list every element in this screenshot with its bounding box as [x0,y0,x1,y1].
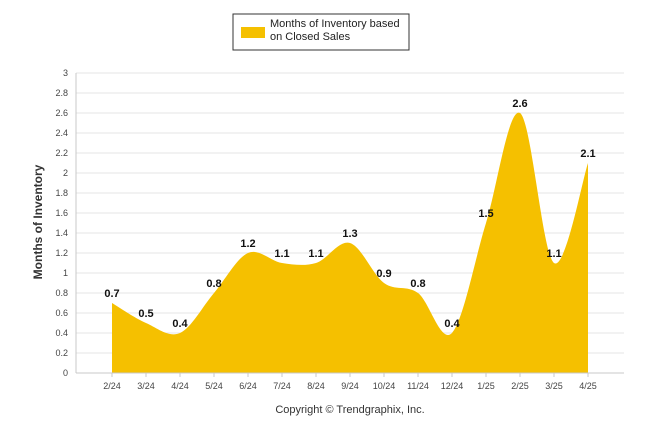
data-label: 1.5 [478,208,493,220]
data-label: 2.6 [512,98,527,110]
axes [75,73,624,377]
data-label: 0.9 [376,268,391,280]
x-tick-label: 4/24 [171,381,189,391]
y-tick-label: 0.6 [55,308,68,318]
x-tick-labels: 2/24 3/24 4/24 5/24 6/24 7/24 8/24 9/24 10/24 11/… [103,381,597,391]
x-tick-label: 2/24 [103,381,121,391]
y-tick-label: 3 [63,68,68,78]
x-tick-label: 11/24 [407,381,429,391]
y-tick-label: 2.6 [55,108,68,118]
y-tick-label: 1.4 [55,228,68,238]
x-tick-label: 10/24 [373,381,396,391]
y-tick-label: 1.6 [55,208,68,218]
data-label: 1.1 [274,248,289,260]
data-label: 2.1 [580,148,595,160]
data-label: 0.5 [138,308,153,320]
y-tick-label: 0.2 [55,348,68,358]
legend-label-line2: on Closed Sales [270,31,351,43]
data-label: 0.4 [172,318,188,330]
x-tick-label: 8/24 [307,381,325,391]
data-labels: 0.7 0.5 0.4 0.8 1.2 1.1 1.1 1.3 0.9 0.8 0.4 1.5 2.6 1… [104,98,595,330]
x-tick-label: 4/25 [579,381,597,391]
x-tick-label: 12/24 [441,381,464,391]
x-tick-label: 3/25 [545,381,563,391]
x-tick-label: 1/25 [477,381,495,391]
x-tick-label: 3/24 [137,381,155,391]
y-tick-labels: 0 0.2 0.4 0.6 0.8 1 1.2 1.4 1.6 1.8 2 2.2 2.4 2.6 2.8 3 [55,68,68,378]
data-label: 0.7 [104,288,119,300]
area-series [112,112,588,373]
copyright-text: Copyright © Trendgraphix, Inc. [275,404,424,416]
y-tick-label: 2.8 [55,88,68,98]
y-tick-label: 1 [63,268,68,278]
data-label: 1.2 [240,238,255,250]
y-tick-label: 2.2 [55,148,68,158]
y-tick-label: 2.4 [55,128,68,138]
data-label: 0.8 [410,278,425,290]
x-tick-label: 2/25 [511,381,529,391]
x-tick-label: 9/24 [341,381,359,391]
data-label: 1.1 [308,248,323,260]
x-tick-label: 5/24 [205,381,223,391]
y-tick-label: 0.4 [55,328,68,338]
data-label: 1.3 [342,228,357,240]
y-tick-label: 0.8 [55,288,68,298]
data-label: 0.4 [444,318,460,330]
legend-label-line1: Months of Inventory based [270,18,400,30]
y-axis-title: Months of Inventory [31,164,45,279]
y-tick-label: 1.2 [55,248,68,258]
x-tick-label: 6/24 [239,381,257,391]
legend: Months of Inventory based on Closed Sale… [232,13,410,51]
legend-swatch [241,27,265,38]
y-tick-label: 1.8 [55,188,68,198]
data-label: 1.1 [546,248,561,260]
x-tick-label: 7/24 [273,381,291,391]
y-tick-label: 2 [63,168,68,178]
data-label: 0.8 [206,278,221,290]
area-fill [112,112,588,373]
y-tick-label: 0 [63,368,68,378]
